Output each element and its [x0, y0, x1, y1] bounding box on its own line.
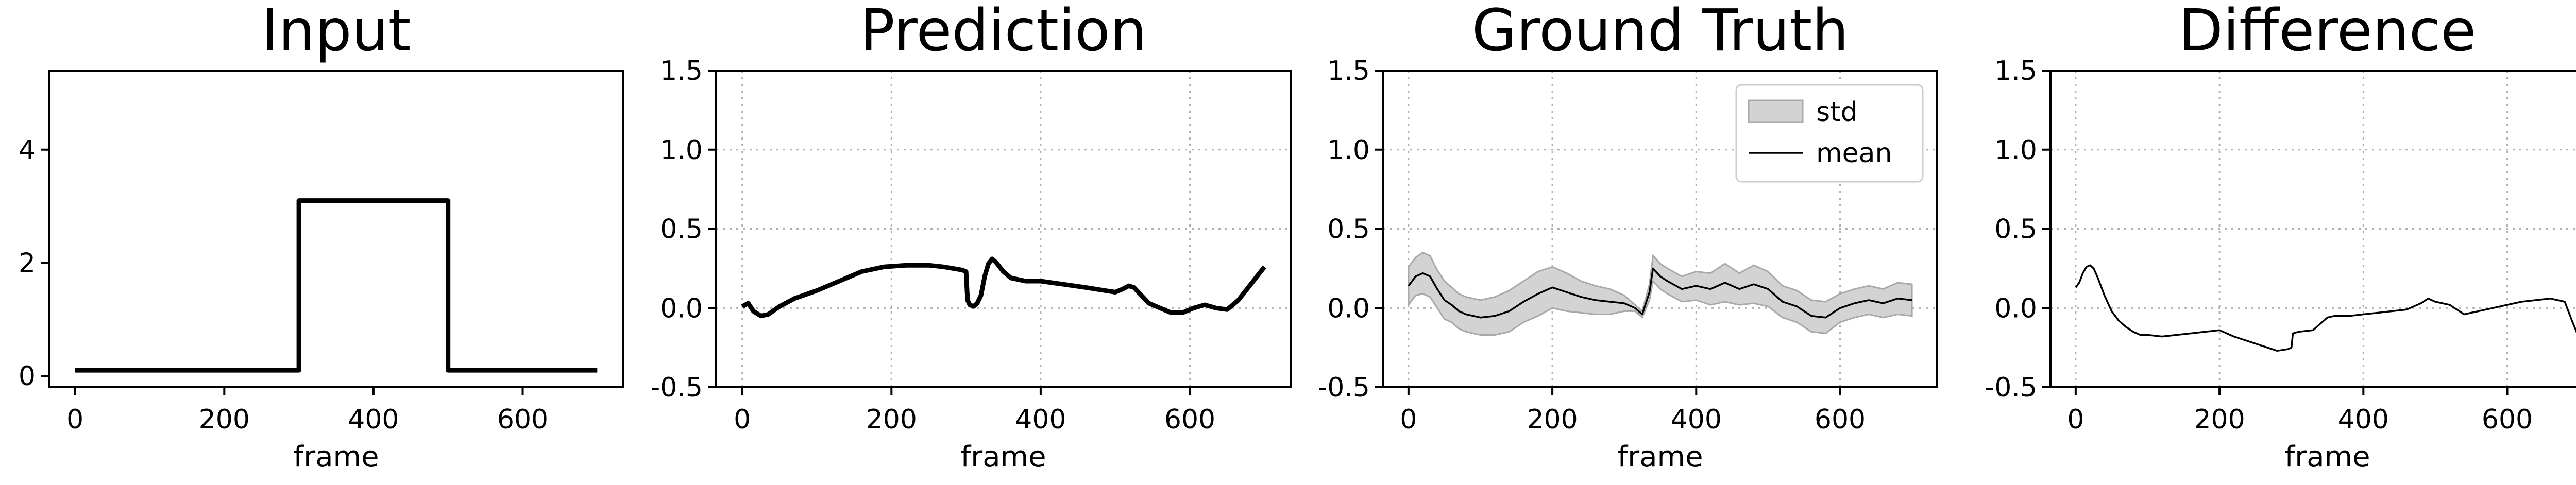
panel-prediction: 0 200 400 600 -0.5 0.0 0.5 1.0 1.5 Prediction fr… — [651, 0, 1292, 474]
x-tick-label: 400 — [1671, 404, 1722, 435]
legend-label-mean: mean — [1816, 138, 1892, 169]
axes-frame — [48, 70, 624, 388]
panel-ground-truth: 0 200 400 600-0.50.00.51.01.5 Ground Truth … — [1318, 0, 1938, 474]
y-tick-label: 1.0 — [660, 135, 703, 166]
x-axis-label: frame — [960, 440, 1046, 474]
y-tick-label: -0.5 — [651, 372, 703, 403]
series-line — [2075, 264, 2576, 352]
y-tick-label: 0.5 — [1994, 214, 2037, 245]
x-axis-label: frame — [1617, 440, 1703, 474]
y-tick-label: 0.0 — [1994, 293, 2037, 324]
x-axis-label: frame — [2284, 440, 2370, 474]
panel-title: Ground Truth — [1472, 0, 1849, 64]
series-line — [75, 198, 598, 373]
legend-swatch-std — [1748, 99, 1804, 123]
y-tick-label: 0.5 — [1327, 214, 1370, 245]
x-tick-label: 600 — [497, 404, 548, 435]
panel-title: Difference — [2179, 0, 2476, 64]
panel-input: 0 200 400 600 0 2 4 Input frame — [19, 0, 624, 474]
y-tick-label: -0.5 — [1318, 372, 1370, 403]
y-tick-label: 0.0 — [660, 293, 703, 324]
legend-label-std: std — [1816, 97, 1858, 128]
x-tick-label: 200 — [2194, 404, 2245, 435]
y-tick-label: 1.0 — [1327, 135, 1370, 166]
panel-title: Input — [261, 0, 411, 64]
y-tick-label: 1.0 — [1994, 135, 2037, 166]
x-tick-label: 400 — [348, 404, 399, 435]
legend: std mean — [1735, 84, 1924, 183]
y-tick-label: 0.0 — [1327, 293, 1370, 324]
x-tick-label: 0 — [1400, 404, 1417, 435]
x-tick-label: 200 — [199, 404, 250, 435]
y-tick-label: 1.5 — [1994, 56, 2037, 86]
series-line-mean — [1408, 267, 1912, 319]
y-tick-label: -0.5 — [1985, 372, 2037, 403]
x-tick-label: 400 — [1015, 404, 1066, 435]
x-tick-label: 400 — [2338, 404, 2389, 435]
x-tick-label: 600 — [1815, 404, 1866, 435]
y-tick-label: 4 — [19, 135, 36, 166]
std-band — [1408, 251, 1913, 336]
x-tick-label: 600 — [2482, 404, 2533, 435]
panel-title: Prediction — [860, 0, 1146, 64]
x-tick-label: 600 — [1164, 404, 1215, 435]
x-tick-label: 0 — [734, 404, 751, 435]
y-tick-label: 1.5 — [660, 56, 703, 86]
series-line — [741, 256, 1266, 319]
x-axis-label: frame — [293, 440, 379, 474]
y-tick-label: 2 — [19, 248, 36, 279]
x-tick-label: 0 — [66, 404, 83, 435]
x-tick-label: 200 — [1527, 404, 1578, 435]
x-tick-label: 0 — [2067, 404, 2084, 435]
panel-difference: 0 200 400 600 -0.5 0.0 0.5 1.0 1.5 Difference fr… — [1985, 0, 2576, 474]
y-tick-label: 0 — [19, 361, 36, 392]
x-tick-label: 200 — [866, 404, 917, 435]
y-tick-label: 0.5 — [660, 214, 703, 245]
y-tick-label: 1.5 — [1327, 56, 1370, 86]
